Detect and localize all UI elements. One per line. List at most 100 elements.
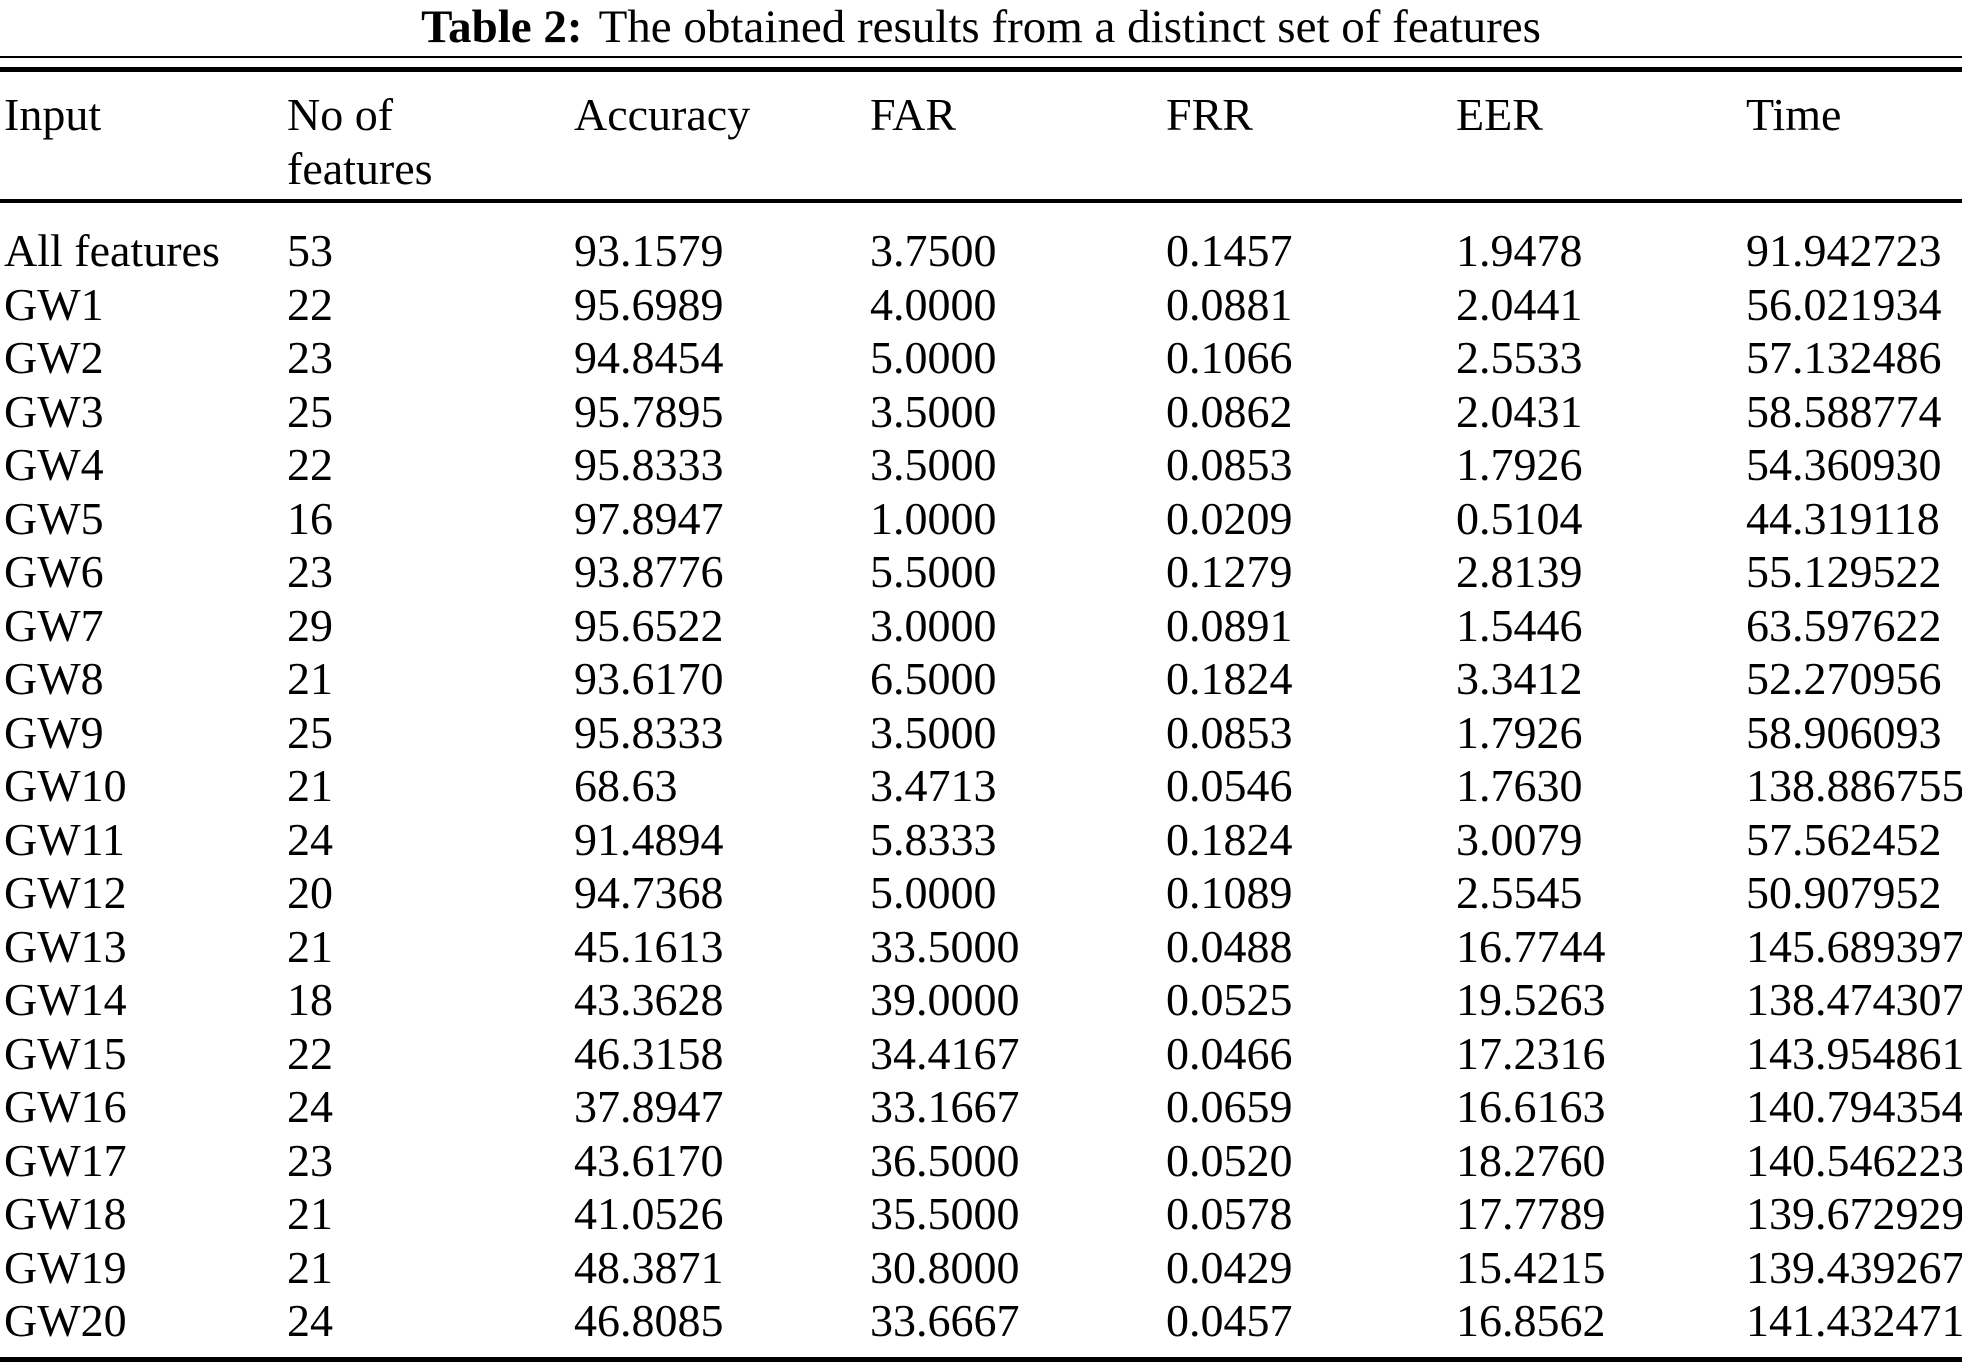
- table-cell: GW6: [4, 546, 104, 597]
- table-cell: 1.7926: [1456, 439, 1583, 490]
- table-cell: 58.906093: [1746, 706, 1942, 758]
- table-cell: 21: [287, 1188, 333, 1239]
- table-row: GW17 23 43.6170 36.5000 0.0520 18.2760 140.546…: [0, 1134, 1962, 1188]
- table-cell: 37.8947: [574, 1081, 724, 1132]
- header-rule: [0, 199, 1962, 203]
- table-cell: 63.597622: [1746, 599, 1942, 651]
- table-cell: 23: [287, 546, 333, 597]
- table-cell: 1.7630: [1456, 760, 1583, 811]
- table-cell: GW17: [4, 1134, 127, 1186]
- table-row: GW8 21 93.6170 6.5000 0.1824 3.3412 52.270956: [0, 652, 1962, 706]
- table-cell: 3.3412: [1456, 653, 1583, 704]
- table-row: GW15 22 46.3158 34.4167 0.0466 17.2316 143.954…: [0, 1027, 1962, 1081]
- table-cell: 18.2760: [1456, 1134, 1606, 1186]
- table-cell: 0.0881: [1166, 278, 1293, 330]
- table-row: GW20 24 46.8085 33.6667 0.0457 16.8562 141.432…: [0, 1294, 1962, 1348]
- table-cell: 143.954861: [1746, 1027, 1962, 1079]
- table-cell: 3.5000: [870, 385, 997, 437]
- table-cell: 0.0853: [1166, 706, 1293, 758]
- column-header-no-of-features: No of features: [287, 89, 433, 194]
- table-cell: 0.0488: [1166, 920, 1293, 972]
- table-cell: 24: [287, 813, 333, 865]
- table-cell: 17.2316: [1456, 1027, 1606, 1079]
- table-row: GW16 24 37.8947 33.1667 0.0659 16.6163 140.794…: [0, 1080, 1962, 1134]
- table-cell: GW5: [4, 492, 104, 544]
- table-cell: GW19: [4, 1241, 127, 1293]
- table-cell: 45.1613: [574, 920, 724, 972]
- table-cell: 139.439267: [1746, 1241, 1962, 1293]
- table-cell: 0.1824: [1166, 653, 1293, 704]
- table-cell: 22: [287, 1027, 333, 1079]
- bottom-rule: [0, 1357, 1962, 1362]
- table-cell: 0.0466: [1166, 1027, 1293, 1079]
- table-row: GW11 24 91.4894 5.8333 0.1824 3.0079 57.562452: [0, 813, 1962, 867]
- table-cell: GW11: [4, 813, 125, 865]
- table-cell: 95.6989: [574, 278, 724, 330]
- table-cell: 5.5000: [870, 546, 997, 597]
- table-cell: 0.0862: [1166, 385, 1293, 437]
- table-cell: 43.3628: [574, 974, 724, 1025]
- table-cell: 93.8776: [574, 546, 724, 597]
- table-caption: Table 2: The obtained results from a dist…: [0, 1, 1962, 53]
- table-cell: GW13: [4, 920, 127, 972]
- table-row: GW9 25 95.8333 3.5000 0.0853 1.7926 58.906093: [0, 706, 1962, 760]
- table-row: GW4 22 95.8333 3.5000 0.0853 1.7926 54.360930: [0, 438, 1962, 492]
- table-cell: 57.562452: [1746, 813, 1942, 865]
- table-cell: 0.0457: [1166, 1295, 1293, 1346]
- table-cell: 52.270956: [1746, 653, 1942, 704]
- table-cell: 0.1824: [1166, 813, 1293, 865]
- table-cell: 30.8000: [870, 1241, 1020, 1293]
- table-cell: 0.0853: [1166, 439, 1293, 490]
- table-cell: 53: [287, 225, 333, 276]
- table-cell: 2.5533: [1456, 332, 1583, 383]
- table-cell: 33.1667: [870, 1081, 1020, 1132]
- table-cell: 93.6170: [574, 653, 724, 704]
- table-cell: 0.0520: [1166, 1134, 1293, 1186]
- table-cell: 5.8333: [870, 813, 997, 865]
- table-cell: 139.672929: [1746, 1188, 1962, 1239]
- table-cell: 6.5000: [870, 653, 997, 704]
- table-cell: 97.8947: [574, 492, 724, 544]
- table-cell: 15.4215: [1456, 1241, 1606, 1293]
- table-cell: 3.4713: [870, 760, 997, 811]
- column-header-input: Input: [4, 89, 102, 140]
- table-cell: 5.0000: [870, 332, 997, 383]
- table-cell: GW14: [4, 974, 127, 1025]
- table-cell: 0.1089: [1166, 867, 1293, 918]
- table-cell: 23: [287, 1134, 333, 1186]
- table-cell: 50.907952: [1746, 867, 1942, 918]
- table-cell: 21: [287, 760, 333, 811]
- table-cell: 0.1279: [1166, 546, 1293, 597]
- table-cell: 3.7500: [870, 225, 997, 276]
- table-cell: 0.0659: [1166, 1081, 1293, 1132]
- table-cell: 138.474307: [1746, 974, 1962, 1025]
- table-caption-text: The obtained results from a distinct set…: [598, 1, 1541, 53]
- table-body: All features 53 93.1579 3.7500 0.1457 1.9478 9…: [0, 224, 1962, 1348]
- table-cell: 16.8562: [1456, 1295, 1606, 1346]
- top-rule-thin: [0, 56, 1962, 58]
- table-cell: 2.5545: [1456, 867, 1583, 918]
- table-cell: 2.8139: [1456, 546, 1583, 597]
- table-cell: 3.0079: [1456, 813, 1583, 865]
- table-cell: 21: [287, 1241, 333, 1293]
- table-cell: 91.4894: [574, 813, 724, 865]
- table-cell: 4.0000: [870, 278, 997, 330]
- table-row: GW12 20 94.7368 5.0000 0.1089 2.5545 50.907952: [0, 866, 1962, 920]
- table-cell: GW1: [4, 278, 104, 330]
- table-cell: 46.8085: [574, 1295, 724, 1346]
- table-cell: 1.5446: [1456, 599, 1583, 651]
- column-header-far: FAR: [870, 89, 957, 140]
- table-cell: 33.5000: [870, 920, 1020, 972]
- table-cell: 48.3871: [574, 1241, 724, 1293]
- table-cell: 0.0578: [1166, 1188, 1293, 1239]
- table-cell: 0.1457: [1166, 225, 1293, 276]
- table-cell: 3.5000: [870, 706, 997, 758]
- table-cell: 16.6163: [1456, 1081, 1606, 1132]
- table-cell: GW20: [4, 1295, 127, 1346]
- table-cell: 140.546223: [1746, 1134, 1962, 1186]
- table-cell: 0.0209: [1166, 492, 1293, 544]
- table-row: GW1 22 95.6989 4.0000 0.0881 2.0441 56.021934: [0, 278, 1962, 332]
- table-cell: 36.5000: [870, 1134, 1020, 1186]
- table-cell: All features: [4, 225, 220, 276]
